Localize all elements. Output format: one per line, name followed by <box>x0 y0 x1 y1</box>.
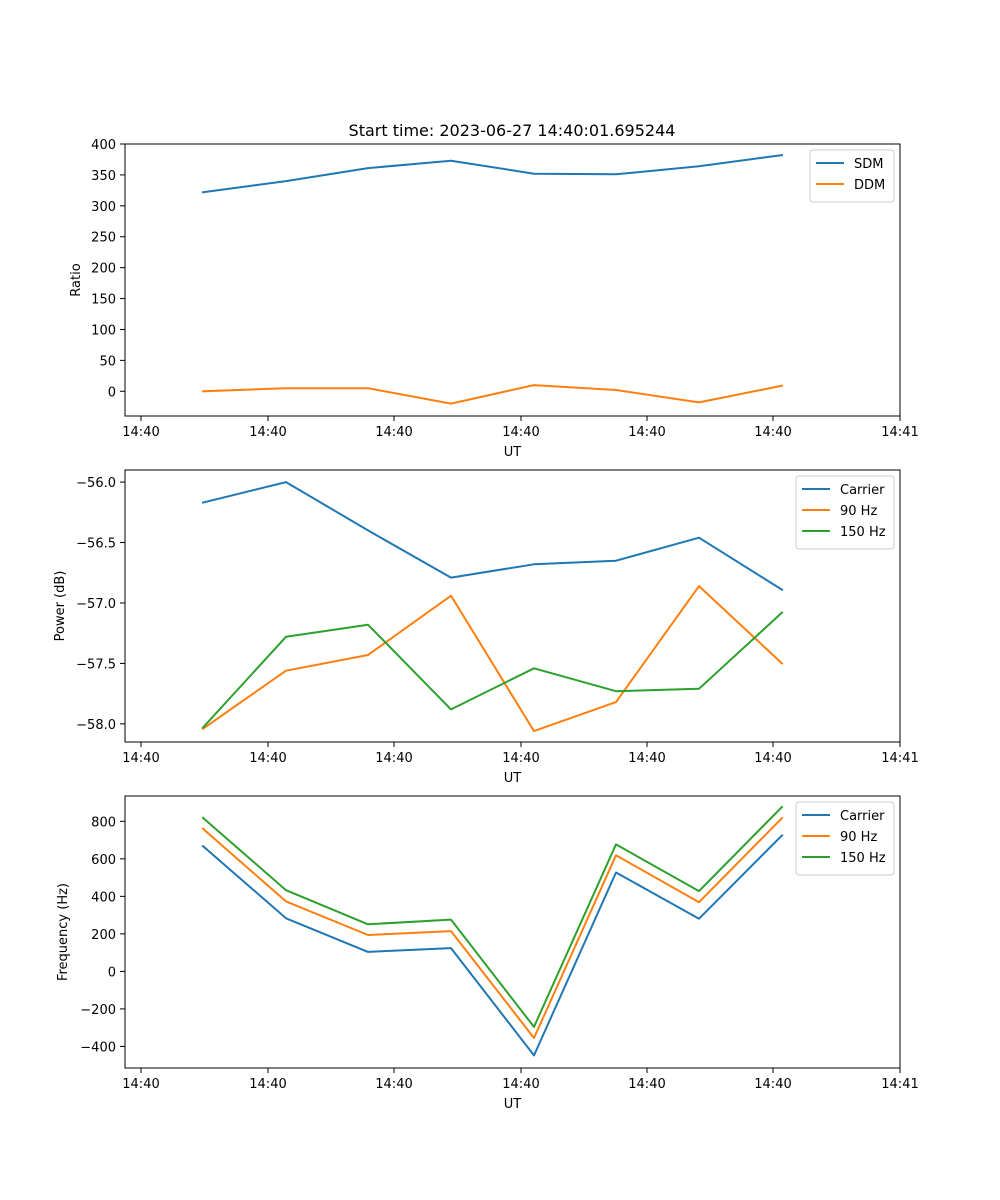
legend: SDM DDM <box>809 149 895 203</box>
y-tick-label: 350 <box>91 169 116 184</box>
x-tick-label: 14:40 <box>375 751 412 766</box>
y-tick-label: −57.5 <box>76 657 116 672</box>
x-axis-label: UT <box>504 1097 522 1112</box>
x-tick-label: 14:40 <box>628 751 665 766</box>
series-line-carrier <box>201 833 784 1057</box>
x-tick-label: 14:40 <box>375 425 412 440</box>
y-tick-label: 50 <box>99 354 116 369</box>
y-tick-label: −200 <box>80 1003 116 1018</box>
y-tick-label: 400 <box>91 890 116 905</box>
x-tick-label: 14:40 <box>122 751 159 766</box>
chart-title: Start time: 2023-06-27 14:40:01.695244 <box>349 121 676 140</box>
x-tick-label: 14:40 <box>502 425 539 440</box>
series-line-150-hz <box>201 611 784 729</box>
x-tick-label: 14:41 <box>881 751 918 766</box>
panels: 14:40 14:40 14:40 14:40 14:40 14:40 14:41 0 50 10… <box>53 138 919 1112</box>
y-tick-label: 150 <box>91 293 116 308</box>
x-tick-label: 14:40 <box>122 425 159 440</box>
x-tick-label: 14:40 <box>122 1077 159 1092</box>
legend-label: 150 Hz <box>840 851 886 866</box>
y-tick-label: 200 <box>91 262 116 277</box>
legend-label: SDM <box>854 157 883 172</box>
plot-frame <box>124 143 901 417</box>
x-tick-label: 14:40 <box>375 1077 412 1092</box>
legend-label: Carrier <box>840 483 885 498</box>
panel-3: 14:40 14:40 14:40 14:40 14:40 14:40 14:41 800 60… <box>56 795 919 1112</box>
x-tick-label: 14:40 <box>502 751 539 766</box>
legend: Carrier 90 Hz 150 Hz <box>795 475 895 550</box>
y-tick-label: 600 <box>91 853 116 868</box>
y-tick-label: 800 <box>91 815 116 830</box>
y-tick-label: −56.5 <box>76 537 116 552</box>
y-tick-label: 400 <box>91 138 116 153</box>
panel-2: 14:40 14:40 14:40 14:40 14:40 14:40 14:41 −56.0… <box>53 469 919 786</box>
x-tick-label: 14:40 <box>249 751 286 766</box>
x-tick-label: 14:41 <box>881 425 918 440</box>
plot-frame <box>124 795 901 1069</box>
legend-label: 150 Hz <box>840 525 886 540</box>
y-tick-label: −56.0 <box>76 476 116 491</box>
series-line-90-hz <box>201 816 784 1039</box>
x-axis-label: UT <box>504 771 522 786</box>
legend-label: DDM <box>854 178 885 193</box>
y-tick-label: 300 <box>91 200 116 215</box>
y-tick-label: 100 <box>91 323 116 338</box>
series-line-90-hz <box>201 585 784 733</box>
panel-1: 14:40 14:40 14:40 14:40 14:40 14:40 14:41 0 50 10… <box>69 138 919 460</box>
legend-label: 90 Hz <box>840 504 877 519</box>
series-line-carrier <box>201 481 784 592</box>
y-tick-label: 250 <box>91 231 116 246</box>
x-tick-label: 14:40 <box>754 425 791 440</box>
series-line-ddm <box>201 384 784 405</box>
legend: Carrier 90 Hz 150 Hz <box>795 801 895 876</box>
x-tick-label: 14:40 <box>249 1077 286 1092</box>
y-axis-label: Power (dB) <box>53 571 68 642</box>
y-tick-label: 0 <box>108 965 116 980</box>
y-axis-label: Ratio <box>69 263 84 296</box>
x-tick-label: 14:40 <box>249 425 286 440</box>
x-tick-label: 14:40 <box>502 1077 539 1092</box>
x-tick-label: 14:40 <box>754 1077 791 1092</box>
x-tick-label: 14:41 <box>881 1077 918 1092</box>
y-tick-label: −58.0 <box>76 718 116 733</box>
x-axis-label: UT <box>504 445 522 460</box>
x-tick-label: 14:40 <box>628 1077 665 1092</box>
y-tick-label: 0 <box>108 385 116 400</box>
series-line-150-hz <box>201 805 784 1028</box>
legend-label: 90 Hz <box>840 830 877 845</box>
legend-label: Carrier <box>840 809 885 824</box>
y-axis-label: Frequency (Hz) <box>56 883 71 981</box>
x-tick-label: 14:40 <box>754 751 791 766</box>
y-tick-label: −57.0 <box>76 597 116 612</box>
x-tick-label: 14:40 <box>628 425 665 440</box>
series-line-sdm <box>201 153 784 194</box>
y-tick-label: 200 <box>91 928 116 943</box>
y-tick-label: −400 <box>80 1040 116 1055</box>
plot-frame <box>124 469 901 743</box>
